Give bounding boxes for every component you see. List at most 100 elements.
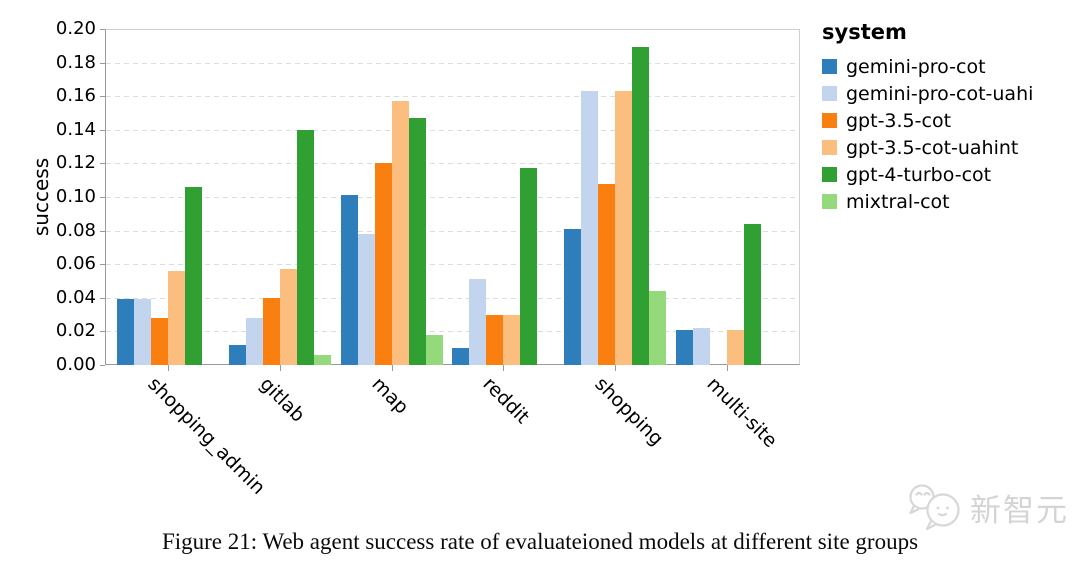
- y-tick-label: 0.04: [55, 286, 96, 308]
- bar-gpt-3.5-cot: [151, 317, 168, 365]
- y-tick-label: 0.16: [55, 85, 96, 107]
- legend-label: gemini-pro-cot-uahi: [846, 82, 1034, 105]
- x-tick-label: multi-site: [702, 373, 782, 453]
- bar-gemini-pro-cot: [452, 348, 470, 365]
- y-tick-label: 0.12: [55, 152, 96, 174]
- legend-label: gpt-3.5-cot: [846, 109, 952, 132]
- legend-item-mixtral-cot: mixtral-cot: [822, 188, 1033, 215]
- x-tick-mark: [503, 365, 505, 371]
- legend-swatch: [822, 140, 837, 155]
- y-tick-label: 0.10: [55, 186, 96, 207]
- bar-gpt-4-turbo-cot: [296, 129, 314, 365]
- bar-gemini-pro-cot: [564, 228, 582, 365]
- y-tick-mark: [100, 129, 105, 131]
- bar-gemini-pro-cot-uahi: [134, 299, 151, 365]
- y-tick-label: 0.06: [55, 253, 96, 275]
- bar-mixtral-cot: [313, 354, 331, 365]
- legend-title: system: [822, 20, 907, 44]
- bar-gemini-pro-cot: [340, 195, 358, 365]
- y-tick-label: 0.18: [55, 51, 96, 73]
- legend-item-gpt-3.5-cot-uahint: gpt-3.5-cot-uahint: [822, 134, 1033, 161]
- bar-gpt-3.5-cot: [598, 183, 616, 365]
- bar-gemini-pro-cot-uahi: [245, 317, 263, 365]
- x-tick-label: shopping: [590, 373, 668, 451]
- bar-gpt-3.5-cot: [374, 163, 392, 365]
- y-tick-mark: [100, 163, 105, 165]
- y-tick-mark: [100, 230, 105, 232]
- x-tick-mark: [168, 365, 169, 371]
- y-tick-label: 0.20: [55, 18, 96, 39]
- bar-gemini-pro-cot-uahi: [693, 328, 710, 365]
- bar-gemini-pro-cot: [117, 299, 134, 365]
- y-tick-label: 0.02: [55, 320, 96, 342]
- y-tick-mark: [100, 365, 105, 366]
- legend-item-gpt-3.5-cot: gpt-3.5-cot: [822, 107, 1033, 134]
- legend-swatch: [822, 86, 837, 101]
- bar-gemini-pro-cot-uahi: [581, 91, 599, 365]
- bar-gpt-3.5-cot-uahint: [503, 314, 521, 365]
- watermark-text: 新智元: [970, 492, 1069, 529]
- y-gridline: [106, 264, 799, 266]
- x-tick-mark: [727, 365, 728, 371]
- y-gridline: [106, 62, 799, 64]
- bar-gpt-3.5-cot-uahint: [279, 269, 297, 365]
- x-tick-label: gitlab: [255, 373, 309, 427]
- y-tick-mark: [100, 96, 105, 98]
- bar-gpt-4-turbo-cot: [408, 118, 426, 365]
- y-tick-mark: [100, 264, 105, 266]
- legend-label: gpt-4-turbo-cot: [846, 163, 992, 186]
- y-gridline: [106, 197, 799, 198]
- bar-gpt-4-turbo-cot: [632, 47, 650, 365]
- bar-gpt-3.5-cot-uahint: [391, 101, 409, 365]
- legend-item-gpt-4-turbo-cot: gpt-4-turbo-cot: [822, 161, 1033, 188]
- y-tick-mark: [100, 297, 105, 299]
- y-axis-title: success: [29, 157, 53, 237]
- y-gridline: [106, 230, 799, 232]
- y-tick-label: 0.00: [55, 354, 96, 375]
- bar-gpt-4-turbo-cot: [520, 168, 538, 365]
- legend-label: gpt-3.5-cot-uahint: [846, 136, 1019, 159]
- bar-mixtral-cot: [649, 291, 667, 365]
- y-tick-mark: [100, 62, 105, 64]
- bar-gemini-pro-cot: [676, 329, 693, 365]
- figure-caption: Figure 21: Web agent success rate of eva…: [161, 529, 919, 554]
- bar-gpt-3.5-cot-uahint: [727, 329, 744, 365]
- x-tick-mark: [279, 365, 281, 371]
- chat-bubbles-logo-icon: [909, 484, 960, 531]
- y-gridline: [106, 331, 799, 333]
- y-gridline: [106, 297, 799, 299]
- bar-gpt-3.5-cot-uahint: [615, 91, 633, 365]
- bar-gpt-3.5-cot: [262, 297, 280, 365]
- y-gridline: [106, 163, 799, 165]
- x-tick-label: map: [367, 373, 413, 419]
- y-tick-mark: [100, 331, 105, 333]
- bar-gpt-3.5-cot: [486, 314, 504, 365]
- watermark: 新智元: [904, 481, 1069, 533]
- y-tick-mark: [100, 197, 105, 198]
- legend-label: gemini-pro-cot: [846, 55, 986, 78]
- y-gridline: [106, 129, 799, 131]
- legend-swatch: [822, 113, 837, 128]
- legend-item-gemini-pro-cot: gemini-pro-cot: [822, 53, 1033, 80]
- x-tick-label: reddit: [478, 373, 534, 429]
- legend: system gemini-pro-cot gemini-pro-cot-uahi…: [822, 20, 1033, 215]
- bar-gemini-pro-cot: [228, 344, 246, 365]
- bar-gpt-3.5-cot-uahint: [168, 270, 185, 365]
- legend-swatch: [822, 167, 837, 182]
- legend-item-gemini-pro-cot-uahi: gemini-pro-cot-uahi: [822, 80, 1033, 107]
- legend-swatch: [822, 59, 837, 74]
- bar-gemini-pro-cot-uahi: [469, 279, 487, 365]
- x-tick-mark: [391, 365, 393, 371]
- y-gridline: [106, 96, 799, 98]
- legend-items: gemini-pro-cot gemini-pro-cot-uahi gpt-3.5…: [822, 53, 1033, 215]
- y-tick-label: 0.08: [55, 219, 96, 241]
- bar-gpt-4-turbo-cot: [185, 186, 202, 365]
- bar-mixtral-cot: [425, 334, 443, 365]
- y-tick-label: 0.14: [55, 118, 96, 140]
- x-tick-mark: [615, 365, 617, 371]
- bar-gpt-4-turbo-cot: [744, 223, 761, 365]
- legend-label: mixtral-cot: [846, 190, 950, 213]
- y-tick-mark: [100, 29, 105, 30]
- x-tick-label: shopping_admin: [143, 373, 270, 499]
